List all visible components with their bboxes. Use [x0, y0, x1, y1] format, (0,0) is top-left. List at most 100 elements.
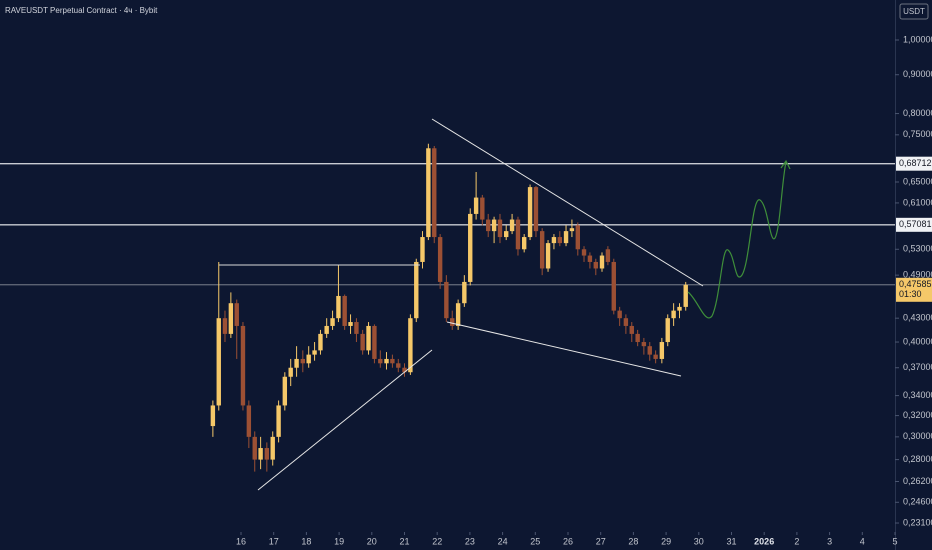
- candle-body: [551, 237, 557, 244]
- candle-body: [252, 436, 257, 460]
- candle-body: [258, 448, 263, 460]
- candle-body: [360, 333, 365, 351]
- candle-body: [545, 243, 551, 269]
- candle-body: [300, 358, 306, 364]
- candle-body: [270, 436, 275, 460]
- price-label-box: [896, 217, 932, 232]
- candle-body: [641, 342, 647, 347]
- candle-body: [569, 228, 575, 232]
- candle-body: [473, 197, 479, 214]
- candle-body: [539, 231, 545, 269]
- x-tick-label: 26: [563, 536, 573, 546]
- x-tick-label: 24: [498, 536, 508, 546]
- candle-body: [294, 358, 299, 368]
- candle-body: [240, 325, 246, 406]
- candle-body: [581, 249, 587, 256]
- projection-path: [687, 161, 787, 319]
- candle-body: [426, 148, 431, 238]
- candle-body: [480, 197, 485, 220]
- trend-line: [257, 349, 433, 491]
- price-label: 0,68712: [899, 158, 932, 168]
- price-label: 0,57081: [899, 219, 932, 229]
- last-price-box: [896, 277, 932, 302]
- x-tick-label: 23: [465, 536, 475, 546]
- candle-body: [593, 261, 598, 269]
- x-tick-label: 2: [794, 536, 799, 546]
- candle-body: [282, 376, 288, 406]
- candle-body: [599, 255, 605, 269]
- candle-body: [515, 219, 521, 250]
- candle-body: [486, 219, 491, 232]
- y-tick-label: 0,23100: [903, 517, 932, 527]
- candle-body: [509, 219, 515, 232]
- x-tick-label: 20: [367, 536, 377, 546]
- candle-body: [306, 354, 311, 364]
- candle-body: [318, 333, 323, 351]
- x-tick-label: 5: [892, 536, 897, 546]
- candle-body: [246, 405, 252, 437]
- candle-body: [354, 322, 359, 334]
- candle-body: [683, 284, 688, 307]
- candle-body: [348, 322, 353, 326]
- drawings: [219, 118, 791, 491]
- projection-arrow: [780, 159, 791, 170]
- candle-body: [503, 231, 509, 238]
- price-label-box: [896, 156, 932, 171]
- candle-body: [390, 358, 395, 364]
- candle-body: [444, 281, 449, 319]
- x-tick-label: 30: [694, 536, 704, 546]
- candle-body: [587, 255, 593, 262]
- x-tick-label: 29: [661, 536, 671, 546]
- currency-box[interactable]: [899, 3, 929, 20]
- candle-body: [420, 237, 425, 262]
- x-tick-label: 31: [726, 536, 736, 546]
- candle-body: [366, 325, 371, 351]
- candle-body: [234, 303, 239, 326]
- candle-body: [216, 318, 221, 406]
- candle-body: [653, 354, 658, 359]
- candle-body: [378, 358, 383, 364]
- chart-title: RAVEUSDT Perpetual Contract · 4ч · Bybit: [5, 6, 158, 15]
- candle-body: [629, 325, 634, 334]
- candle-body: [437, 237, 443, 282]
- candle-body: [450, 318, 455, 326]
- countdown: 01:30: [899, 289, 922, 299]
- candle-body: [462, 281, 467, 304]
- plot: [0, 143, 895, 472]
- candle-body: [617, 310, 622, 319]
- trend-line: [446, 321, 682, 377]
- x-tick-label: 21: [399, 536, 409, 546]
- candle-body: [324, 325, 329, 334]
- x-tick-label: 16: [236, 536, 246, 546]
- x-tick-label: 3: [827, 536, 832, 546]
- last-price-label: 0,47585: [899, 279, 932, 289]
- candle-body: [372, 325, 377, 359]
- currency[interactable]: USDT: [903, 7, 925, 16]
- candle-body: [563, 231, 569, 244]
- candle-body: [414, 261, 419, 319]
- x-tick-label: 4: [860, 536, 865, 546]
- candle-body: [336, 295, 341, 319]
- candle-body: [396, 363, 401, 368]
- candle-body: [468, 213, 473, 282]
- candle-body: [432, 148, 437, 238]
- candle-body: [557, 237, 563, 244]
- candle-body: [521, 237, 527, 250]
- candle-body: [228, 303, 234, 334]
- candle-body: [635, 333, 640, 343]
- candle-body: [611, 261, 616, 311]
